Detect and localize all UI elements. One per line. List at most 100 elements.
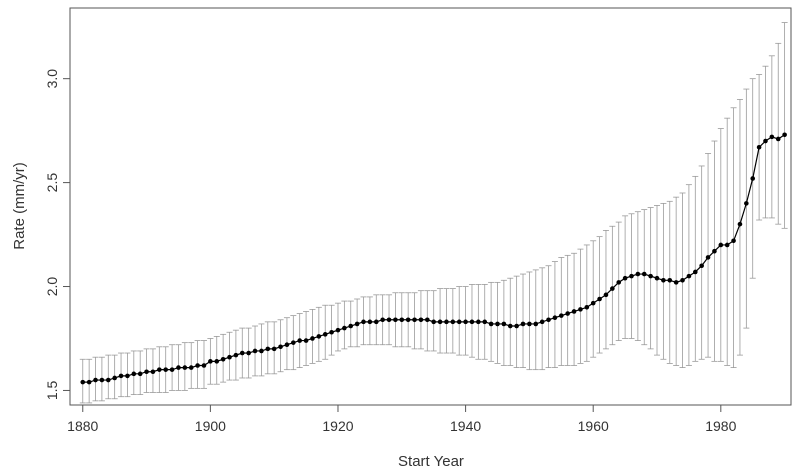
data-point [99, 377, 105, 383]
data-point [322, 332, 328, 337]
data-point [291, 340, 296, 345]
data-point [456, 319, 462, 325]
x-tick-label: 1900 [195, 418, 226, 434]
y-tick-label: 2.0 [44, 277, 60, 297]
data-point [239, 350, 245, 356]
data-point [412, 317, 417, 323]
data-point [188, 365, 194, 370]
data-point [546, 317, 551, 323]
data-point [195, 363, 200, 368]
data-point [673, 280, 679, 285]
data-point [380, 317, 385, 323]
data-point [724, 242, 730, 248]
data-point [201, 363, 207, 368]
data-point [105, 377, 111, 383]
y-tick-label: 1.5 [44, 381, 60, 401]
data-point [80, 379, 86, 385]
data-point [699, 263, 704, 269]
data-point [348, 323, 354, 329]
data-point [118, 373, 124, 379]
data-point [712, 248, 717, 254]
x-tick-label: 1960 [578, 418, 609, 434]
data-point [150, 369, 156, 375]
data-point [527, 321, 532, 327]
data-point [559, 313, 564, 318]
data-point [131, 371, 137, 377]
data-point [112, 375, 117, 381]
data-point [303, 338, 309, 343]
data-point [622, 275, 628, 281]
data-point [731, 238, 736, 244]
data-point [208, 359, 213, 364]
data-point [233, 352, 239, 358]
data-point [667, 277, 673, 283]
data-point [476, 319, 481, 325]
data-point [769, 134, 775, 140]
data-point [176, 365, 181, 370]
data-point [775, 136, 781, 142]
data-point [342, 325, 347, 331]
data-point [686, 273, 692, 279]
data-point [259, 348, 264, 354]
data-point [367, 319, 373, 325]
data-point [584, 305, 590, 310]
plot-frame [69, 7, 792, 406]
data-point [763, 138, 768, 144]
data-point [750, 176, 756, 181]
data-point [520, 321, 526, 327]
data-point [756, 144, 762, 150]
data-point [482, 319, 488, 325]
data-point [629, 273, 634, 279]
data-point [648, 273, 653, 279]
data-point [782, 132, 787, 138]
y-tick-label: 3.0 [44, 69, 60, 89]
data-point [125, 373, 130, 379]
data-point [539, 319, 545, 325]
data-point [278, 344, 283, 350]
data-point [533, 321, 539, 327]
data-point [220, 356, 226, 362]
data-point [463, 319, 468, 325]
data-point [437, 319, 443, 325]
x-axis: 1880 1900 1920 1940 1960 1980 [67, 405, 737, 434]
data-point [246, 350, 251, 356]
data-point [418, 317, 424, 323]
data-point [469, 319, 475, 325]
data-point [692, 269, 698, 275]
error-bars [79, 22, 788, 404]
data-point [565, 311, 570, 316]
data-point [507, 323, 513, 329]
data-point [488, 321, 494, 327]
data-point [169, 367, 175, 372]
data-point [571, 309, 577, 314]
y-axis-label: Rate (mm/yr) [11, 162, 28, 250]
data-point [635, 271, 641, 277]
data-point [163, 367, 169, 372]
data-point [578, 307, 583, 312]
data-point [354, 321, 360, 327]
data-point [297, 338, 302, 343]
data-point [182, 365, 188, 370]
data-point [329, 329, 334, 335]
data-point [590, 300, 596, 306]
data-point [386, 317, 392, 323]
data-point [501, 321, 507, 327]
data-point [718, 242, 724, 248]
data-point [705, 255, 711, 260]
data-point [157, 367, 162, 372]
data-point [137, 371, 143, 377]
data-point [265, 346, 271, 352]
data-point [603, 292, 609, 298]
data-point [641, 271, 647, 277]
data-point [252, 348, 258, 354]
data-point [654, 275, 660, 281]
data-point [316, 334, 322, 339]
y-axis: 1.5 2.0 2.5 3.0 [44, 69, 70, 400]
data-point [616, 280, 622, 285]
x-tick-label: 1980 [705, 418, 736, 434]
data-point [514, 323, 519, 329]
data-point [737, 221, 743, 227]
y-tick-label: 2.5 [44, 173, 60, 193]
